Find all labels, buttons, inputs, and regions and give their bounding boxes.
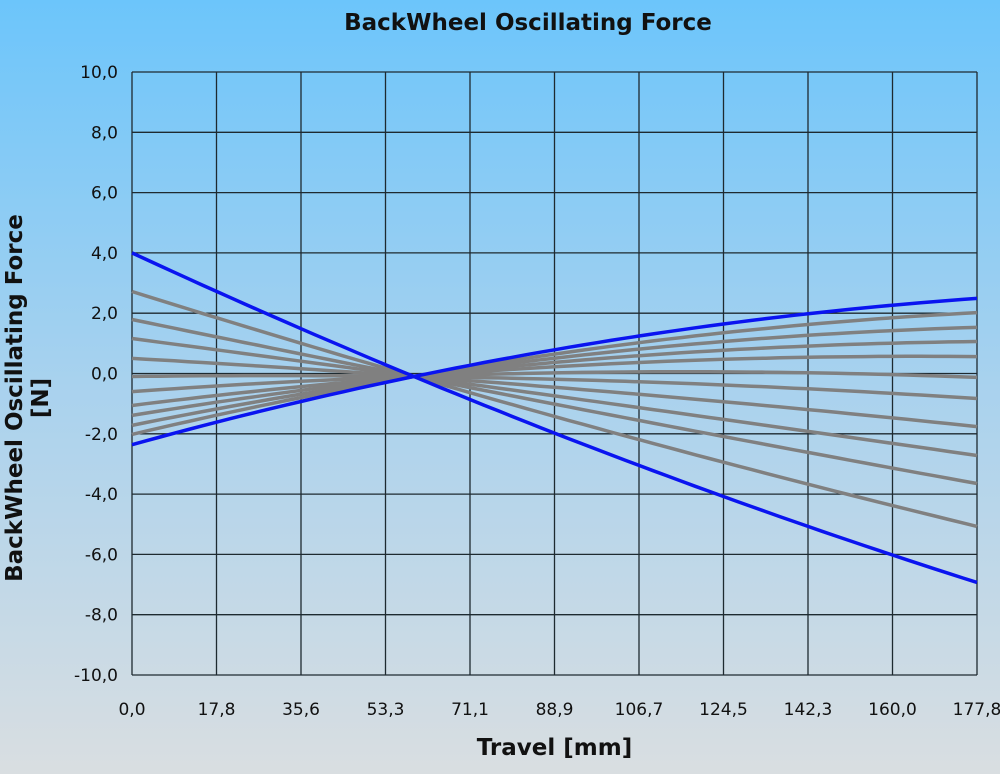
y-tick-label: 10,0 — [80, 63, 118, 83]
x-tick-label: 106,7 — [615, 700, 664, 720]
series-line-gray-2 — [131, 317, 978, 486]
y-tick-label: -10,0 — [74, 666, 118, 686]
x-tick-label: 0,0 — [118, 700, 145, 720]
chart-title: BackWheel Oscillating Force — [344, 10, 712, 36]
series-line-gray-10 — [131, 310, 978, 437]
series-line-blue-falling — [131, 251, 978, 585]
x-tick-label: 17,8 — [198, 700, 236, 720]
series-line-gray-3 — [131, 336, 978, 458]
y-tick-label: -8,0 — [85, 606, 118, 626]
y-tick-label: 6,0 — [91, 184, 118, 204]
x-tick-label: 88,9 — [536, 700, 574, 720]
series-line-gray-9 — [131, 325, 978, 428]
series-line-gray-7 — [131, 354, 978, 408]
y-tick-label: 0,0 — [91, 365, 118, 385]
x-tick-label: 53,3 — [367, 700, 405, 720]
x-tick-label: 160,0 — [868, 700, 917, 720]
x-tick-label: 142,3 — [784, 700, 833, 720]
series-line-gray-8 — [131, 339, 978, 418]
y-tick-label: 2,0 — [91, 304, 118, 324]
x-tick-label: 177,8 — [953, 700, 1000, 720]
x-tick-label: 71,1 — [451, 700, 489, 720]
series-line-gray-4 — [131, 356, 978, 429]
x-tick-label: 35,6 — [282, 700, 320, 720]
series-line-blue-rising — [131, 296, 978, 447]
y-tick-label: 4,0 — [91, 244, 118, 264]
y-tick-label: -6,0 — [85, 545, 118, 565]
series-line-gray-6 — [131, 370, 978, 394]
series-line-gray-1 — [131, 289, 978, 529]
x-axis-label: Travel [mm] — [476, 735, 633, 761]
series-line-gray-5 — [131, 373, 978, 401]
x-tick-label: 124,5 — [699, 700, 748, 720]
y-tick-label: 8,0 — [91, 123, 118, 143]
y-tick-label: -2,0 — [85, 425, 118, 445]
y-tick-label: -4,0 — [85, 485, 118, 505]
